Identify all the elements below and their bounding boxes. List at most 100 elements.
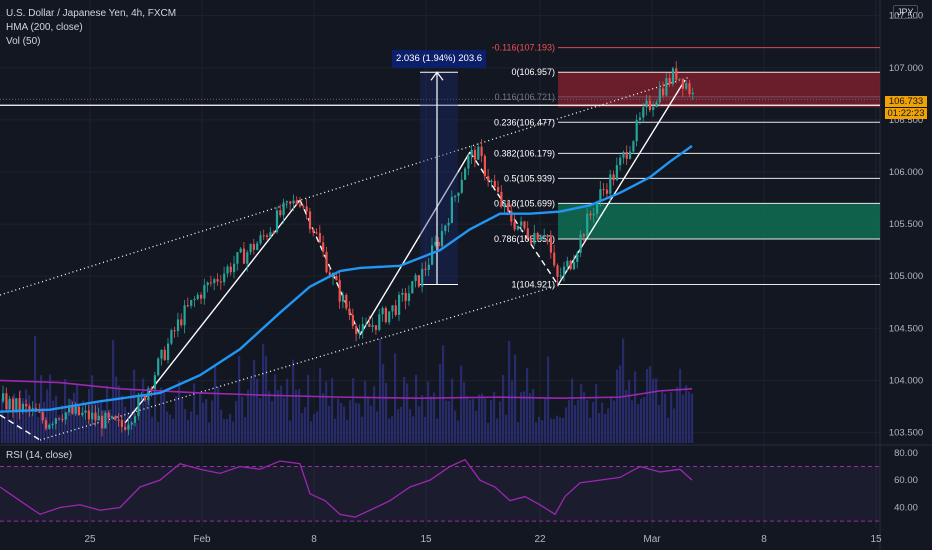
- candle-body: [48, 424, 51, 429]
- volume-bar: [388, 418, 391, 443]
- candle-body: [153, 375, 156, 389]
- volume-bar: [664, 393, 667, 443]
- candle-body: [285, 201, 288, 203]
- volume-bar: [142, 378, 145, 443]
- candle-body: [299, 204, 302, 207]
- volume-bar: [427, 381, 430, 443]
- candle-body: [563, 266, 566, 276]
- candle-body: [589, 213, 592, 216]
- candle-body: [209, 282, 213, 284]
- rsi-tick-label: 60.00: [894, 475, 918, 486]
- volume-bar: [178, 380, 181, 443]
- volume-bar: [400, 406, 403, 443]
- candle-body: [58, 418, 61, 420]
- volume-bar: [622, 338, 625, 443]
- fib-lines: -0.116(107.193) 0(106.957) 0.116(106.721) 0…: [0, 43, 880, 289]
- volume-bar: [679, 368, 682, 443]
- candle-body: [295, 200, 298, 205]
- volume-bar: [235, 401, 238, 443]
- candle-body: [533, 232, 536, 244]
- candle-body: [236, 252, 239, 264]
- volume-bar: [349, 400, 352, 443]
- candle-body: [130, 422, 133, 425]
- candle-body: [335, 275, 338, 281]
- candle-body: [71, 406, 74, 414]
- candle-body: [391, 305, 394, 312]
- candle-body: [378, 314, 381, 330]
- candle-body: [464, 168, 467, 180]
- candle-body: [539, 236, 543, 240]
- volume-ma-line: [0, 379, 693, 399]
- volume-bar: [487, 422, 490, 443]
- volume-bar: [325, 381, 328, 443]
- volume-bar: [514, 354, 517, 443]
- trend-channel: [0, 71, 691, 441]
- candle-body: [506, 203, 510, 211]
- volume-bar: [649, 366, 652, 443]
- volume-bar: [25, 389, 28, 443]
- candle-body: [619, 157, 622, 166]
- x-tick-label: 8: [761, 534, 767, 545]
- rsi-label[interactable]: RSI (14, close): [6, 450, 73, 461]
- pattern-leg: [0, 414, 41, 441]
- candle-body: [216, 279, 219, 282]
- candle-body: [586, 213, 589, 237]
- volume-bar: [193, 383, 196, 443]
- candle-body: [25, 403, 28, 407]
- volume-bar: [673, 408, 676, 443]
- indicator-hma-label[interactable]: HMA (200, close): [6, 22, 83, 33]
- candle-body: [691, 92, 694, 95]
- volume-bar: [466, 395, 469, 443]
- candle-body: [431, 245, 434, 265]
- candle-body: [434, 241, 437, 246]
- rsi-line: [0, 458, 693, 518]
- candle-body: [460, 179, 463, 193]
- candle-body: [143, 395, 147, 401]
- candle-body: [612, 174, 615, 181]
- fib-label: 0.382(106.179): [494, 148, 555, 158]
- candle-body: [365, 323, 368, 325]
- volume-bar: [595, 383, 598, 443]
- hma-line: [0, 144, 693, 413]
- volume-bar: [205, 399, 208, 443]
- candle-body: [18, 398, 21, 412]
- volume-bar: [448, 400, 451, 443]
- channel-upper: [0, 76, 691, 296]
- volume-bar: [412, 416, 415, 443]
- candle-body: [114, 416, 117, 420]
- candle-body: [444, 225, 447, 232]
- volume-bar: [136, 422, 139, 443]
- x-tick-label: Feb: [193, 534, 211, 545]
- volume-bar: [247, 389, 250, 443]
- candle-body: [223, 273, 226, 283]
- volume-bar: [691, 393, 694, 443]
- price-tick-label: 106.500: [889, 115, 923, 126]
- volume-bar: [364, 380, 367, 443]
- candle-body: [180, 319, 183, 326]
- indicator-vol-label[interactable]: Vol (50): [6, 36, 41, 47]
- candle-body: [84, 410, 87, 413]
- price-tick-label: 104.000: [889, 375, 923, 386]
- candle-body: [480, 146, 483, 156]
- volume-bar: [217, 387, 220, 443]
- volume-bar: [37, 416, 40, 443]
- candle-body: [242, 248, 246, 264]
- candle-body: [54, 418, 57, 424]
- volume-bar: [652, 378, 655, 443]
- volume-bar: [667, 417, 670, 443]
- candle-body: [503, 203, 506, 207]
- volume-bar: [676, 386, 679, 443]
- x-tick-label: 15: [420, 534, 432, 545]
- volume-bar: [637, 403, 640, 443]
- volume-bar: [379, 338, 382, 443]
- volume-bar: [460, 365, 463, 443]
- volume-bar: [103, 409, 106, 443]
- currency-badge[interactable]: JPY: [893, 5, 918, 19]
- volume-bar: [655, 378, 658, 443]
- candle-body: [233, 263, 236, 273]
- candle-body: [68, 406, 71, 413]
- volume-bar: [370, 405, 373, 443]
- volume-bar: [295, 390, 298, 443]
- candle-body: [318, 232, 321, 243]
